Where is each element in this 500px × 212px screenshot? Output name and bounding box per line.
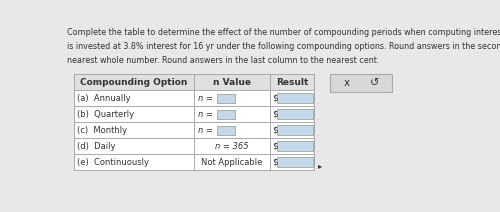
Text: is invested at 3.8% interest for 16 yr under the following compounding options. : is invested at 3.8% interest for 16 yr u… bbox=[67, 42, 500, 51]
Bar bbox=[277, 141, 313, 151]
Text: x: x bbox=[344, 78, 350, 88]
Text: Compounding Option: Compounding Option bbox=[80, 78, 188, 87]
Text: $: $ bbox=[272, 94, 278, 103]
Text: n =: n = bbox=[198, 126, 213, 135]
Bar bbox=[277, 109, 313, 119]
Text: $: $ bbox=[272, 110, 278, 119]
Bar bbox=[277, 126, 313, 135]
Bar bbox=[216, 94, 236, 103]
Bar bbox=[216, 126, 236, 135]
Bar bbox=[216, 110, 236, 119]
Text: (e)  Continuously: (e) Continuously bbox=[77, 158, 149, 167]
Bar bbox=[277, 93, 313, 103]
Text: ▸: ▸ bbox=[318, 161, 322, 170]
Text: $: $ bbox=[272, 126, 278, 135]
Text: (c)  Monthly: (c) Monthly bbox=[77, 126, 128, 135]
Text: Result: Result bbox=[276, 78, 308, 87]
Text: Complete the table to determine the effect of the number of compounding periods : Complete the table to determine the effe… bbox=[67, 28, 500, 37]
Text: ↺: ↺ bbox=[370, 78, 379, 88]
Text: (d)  Daily: (d) Daily bbox=[77, 142, 116, 151]
Text: (a)  Annually: (a) Annually bbox=[77, 94, 131, 103]
Text: $: $ bbox=[272, 158, 278, 167]
Text: n =: n = bbox=[198, 94, 213, 103]
Text: $: $ bbox=[272, 142, 278, 151]
Bar bbox=[74, 74, 314, 90]
Bar bbox=[277, 158, 313, 167]
Text: (b)  Quarterly: (b) Quarterly bbox=[77, 110, 134, 119]
Text: n Value: n Value bbox=[213, 78, 251, 87]
Text: n = 365: n = 365 bbox=[215, 142, 249, 151]
Text: nearest whole number. Round answers in the last column to the nearest cent.: nearest whole number. Round answers in t… bbox=[67, 56, 380, 65]
Text: n =: n = bbox=[198, 110, 213, 119]
Text: Not Applicable: Not Applicable bbox=[202, 158, 262, 167]
